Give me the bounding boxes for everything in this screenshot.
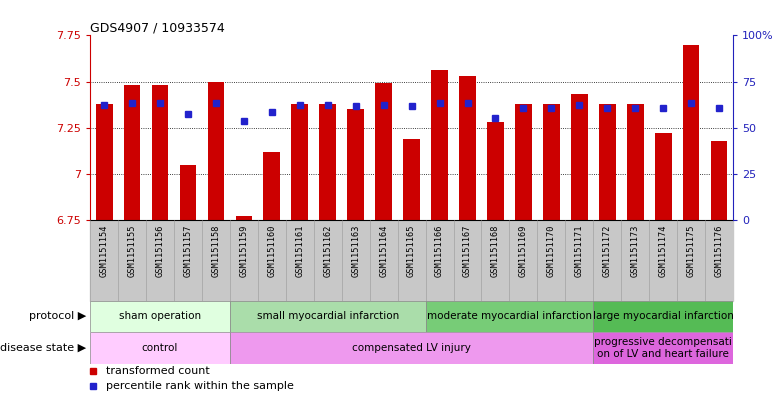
Text: GSM1151156: GSM1151156 (155, 224, 165, 277)
Bar (230, 332, 593, 364)
Text: GSM1151174: GSM1151174 (659, 224, 668, 277)
Text: GSM1151167: GSM1151167 (463, 224, 472, 277)
Bar (403, 139, 420, 220)
Bar (292, 104, 308, 220)
Text: moderate myocardial infarction: moderate myocardial infarction (427, 311, 592, 321)
Bar (599, 104, 615, 220)
Bar (627, 104, 644, 220)
Bar (515, 104, 532, 220)
Text: GSM1151169: GSM1151169 (519, 224, 528, 277)
Text: GSM1151165: GSM1151165 (407, 224, 416, 277)
Text: GSM1151157: GSM1151157 (183, 224, 193, 277)
Bar (487, 122, 504, 220)
Text: GSM1151168: GSM1151168 (491, 224, 500, 277)
Bar (431, 70, 448, 220)
Text: GSM1151166: GSM1151166 (435, 224, 444, 277)
Text: GDS4907 / 10933574: GDS4907 / 10933574 (90, 21, 225, 34)
Bar (459, 76, 476, 220)
Text: GSM1151154: GSM1151154 (100, 224, 109, 277)
Bar (90, 332, 230, 364)
Text: GSM1151171: GSM1151171 (575, 224, 584, 277)
Text: transformed count: transformed count (107, 366, 210, 376)
Bar (571, 94, 588, 220)
Bar (347, 109, 364, 220)
Bar (180, 165, 196, 220)
Text: GSM1151175: GSM1151175 (687, 224, 695, 277)
Text: GSM1151155: GSM1151155 (128, 224, 136, 277)
Bar (319, 104, 336, 220)
Text: GSM1151160: GSM1151160 (267, 224, 276, 277)
Bar (376, 83, 392, 220)
Text: GSM1151176: GSM1151176 (714, 224, 724, 277)
Text: GSM1151170: GSM1151170 (547, 224, 556, 277)
Bar (208, 81, 224, 220)
Text: disease state ▶: disease state ▶ (0, 343, 86, 353)
Text: control: control (142, 343, 178, 353)
Bar (683, 44, 699, 220)
Text: GSM1151158: GSM1151158 (212, 224, 220, 277)
Bar (230, 301, 426, 332)
Text: GSM1151159: GSM1151159 (239, 224, 249, 277)
Bar (593, 332, 733, 364)
Bar (593, 301, 733, 332)
Text: progressive decompensati
on of LV and heart failure: progressive decompensati on of LV and he… (594, 337, 732, 358)
Text: small myocardial infarction: small myocardial infarction (256, 311, 399, 321)
Text: GSM1151172: GSM1151172 (603, 224, 612, 277)
Text: large myocardial infarction: large myocardial infarction (593, 311, 734, 321)
Text: percentile rank within the sample: percentile rank within the sample (107, 381, 294, 391)
Text: GSM1151161: GSM1151161 (296, 224, 304, 277)
Text: GSM1151162: GSM1151162 (323, 224, 332, 277)
Text: GSM1151164: GSM1151164 (379, 224, 388, 277)
Bar (124, 85, 140, 220)
Bar (426, 301, 593, 332)
Text: GSM1151173: GSM1151173 (630, 224, 640, 277)
Text: compensated LV injury: compensated LV injury (352, 343, 471, 353)
Bar (235, 217, 252, 220)
Bar (543, 104, 560, 220)
Bar (655, 133, 672, 220)
Text: GSM1151163: GSM1151163 (351, 224, 360, 277)
Bar (90, 301, 230, 332)
Bar (151, 85, 169, 220)
Bar (263, 152, 280, 220)
Text: protocol ▶: protocol ▶ (29, 311, 86, 321)
Text: sham operation: sham operation (119, 311, 201, 321)
Bar (710, 141, 728, 220)
Bar (96, 104, 113, 220)
